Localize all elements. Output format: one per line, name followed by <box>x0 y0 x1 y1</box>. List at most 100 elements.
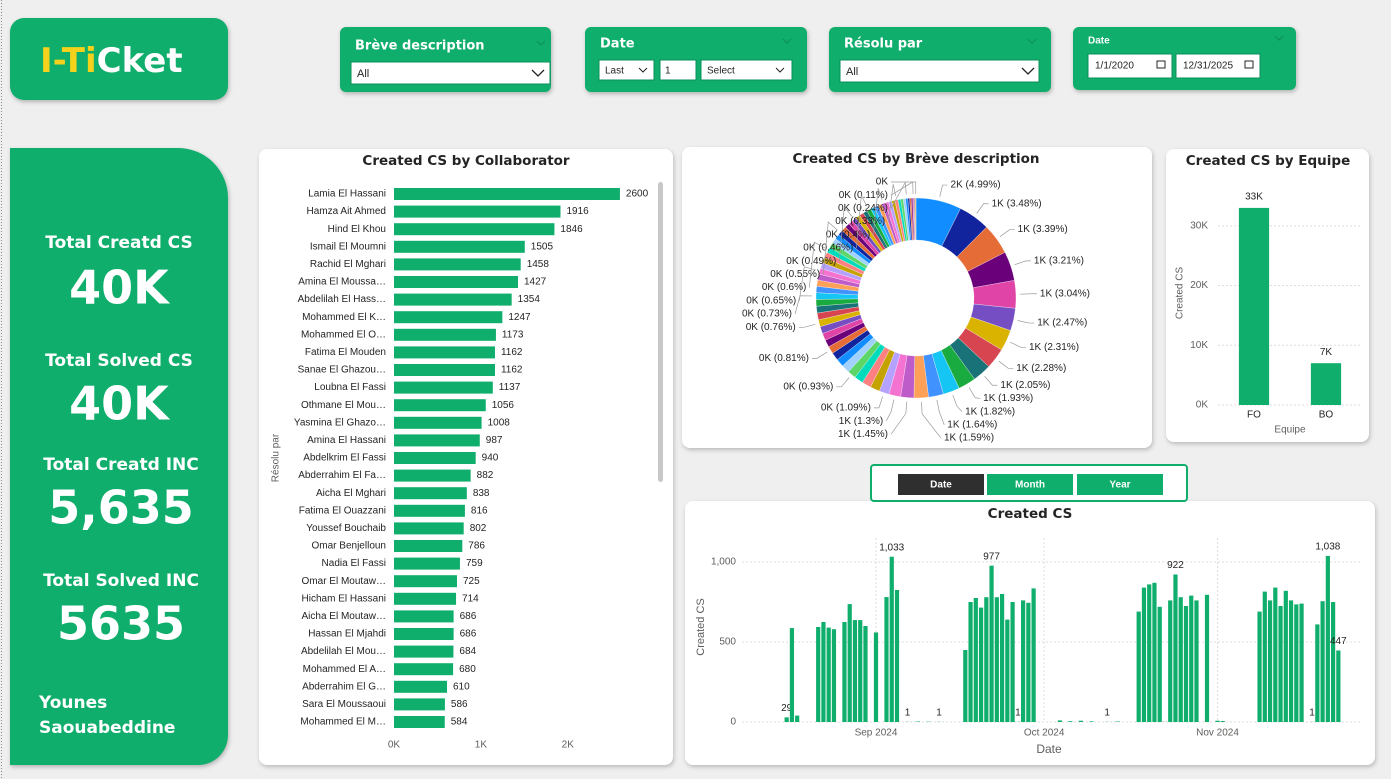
data-label: 2600 <box>626 189 649 200</box>
date-input[interactable] <box>1175 53 1261 79</box>
bar <box>1238 207 1270 405</box>
leader-line <box>885 399 895 422</box>
data-label: 714 <box>462 593 479 604</box>
author: Younes <box>38 693 107 713</box>
data-label: 1K (1.82%) <box>965 406 1015 417</box>
data-label: 1 <box>1104 707 1110 718</box>
bar <box>789 628 795 722</box>
bar <box>1273 587 1278 722</box>
toggle-button[interactable] <box>1077 474 1163 495</box>
y-tick-label: Amina El Moussa… <box>298 277 386 288</box>
data-label: 0K (0.46%) <box>803 243 853 254</box>
bar <box>1315 624 1320 722</box>
data-label: 1K (2.31%) <box>1029 342 1079 353</box>
leader-line <box>890 401 908 435</box>
bar <box>1310 363 1342 405</box>
data-label: 1K (1.59%) <box>944 433 994 444</box>
data-label: 1354 <box>518 294 541 305</box>
y-tick-label: Aicha El Mghari <box>316 488 386 499</box>
bar <box>1262 591 1267 722</box>
data-label: 0K <box>876 177 889 188</box>
data-label: 0K (0.73%) <box>742 309 792 320</box>
bar <box>1278 606 1283 722</box>
kpi-value: 40K <box>69 261 171 315</box>
data-label: 1056 <box>492 400 515 411</box>
bar <box>1178 597 1183 722</box>
toggle-button[interactable] <box>898 474 984 495</box>
y-tick-label: Sanae El Ghazou… <box>298 365 386 376</box>
y-tick-label: Abdelilah El Mou… <box>301 646 386 657</box>
leader-line <box>998 360 1014 369</box>
input[interactable] <box>659 59 697 81</box>
leader-line <box>808 241 825 288</box>
data-label: 882 <box>477 470 494 481</box>
data-label: 759 <box>466 558 483 569</box>
bar <box>984 597 989 722</box>
bar <box>394 311 503 324</box>
y-tick-label: 0 <box>730 717 736 728</box>
y-tick-label: Hassan El Mjahdi <box>308 629 386 640</box>
bar <box>821 622 826 722</box>
y-tick-label: Loubna El Fassi <box>314 382 386 393</box>
y-tick-label: Abderrahim El Fa… <box>298 470 386 481</box>
data-label: 0K (0.11%) <box>839 190 888 201</box>
leader-line <box>999 229 1015 237</box>
bar <box>1141 587 1147 722</box>
y-tick-label: Lamia El Hassani <box>308 189 386 200</box>
bar <box>394 328 496 341</box>
data-label: 584 <box>451 717 468 728</box>
dropdown[interactable] <box>839 59 1040 83</box>
bar <box>1152 582 1157 722</box>
bar <box>826 627 831 722</box>
bar <box>1021 600 1026 722</box>
y-axis-label: Created CS <box>1175 267 1186 320</box>
y-tick-label: Fatima El Ouazzani <box>299 505 386 516</box>
chart-card <box>682 147 1152 448</box>
data-label: 838 <box>473 488 490 499</box>
data-label: 1K (1.3%) <box>839 416 883 427</box>
chevron <box>536 40 546 46</box>
dropdown[interactable] <box>598 59 655 81</box>
dropdown[interactable] <box>350 61 551 85</box>
bar <box>1157 606 1162 722</box>
chevron <box>1274 35 1284 41</box>
dropdown[interactable] <box>700 59 793 81</box>
chart-title: Created CS by Brève description <box>792 151 1039 167</box>
leader-line <box>939 184 948 197</box>
bar <box>1299 603 1304 722</box>
date-input[interactable] <box>1087 53 1173 79</box>
x-axis-label: Equipe <box>1274 425 1306 436</box>
toggle-button[interactable] <box>987 474 1073 495</box>
data-label: 1K (1.45%) <box>838 429 888 440</box>
chevron <box>638 67 648 73</box>
data-label: 1K (2.05%) <box>1000 380 1050 391</box>
data-label: 1K (1.64%) <box>947 419 997 430</box>
scrollbar <box>658 182 663 482</box>
data-label: 1008 <box>488 417 511 428</box>
bar <box>816 626 821 722</box>
y-tick-label: Mohammed El M… <box>300 717 386 728</box>
chevron <box>531 69 545 77</box>
bar <box>852 620 858 722</box>
bar <box>1005 619 1010 722</box>
bar <box>394 540 463 552</box>
data-label: 447 <box>1330 636 1347 647</box>
author: Saouabeddine <box>39 718 175 738</box>
data-label: 1247 <box>508 312 531 323</box>
bar <box>784 717 789 722</box>
data-label: 1K (2.47%) <box>1037 318 1087 329</box>
data-label: 33K <box>1245 192 1263 203</box>
bar <box>1220 721 1225 722</box>
bar <box>394 663 454 676</box>
bar <box>394 504 465 517</box>
toggle-label: Year <box>1109 480 1130 491</box>
y-tick-label: Aicha El Moutaw… <box>302 611 386 622</box>
y-tick-label: Ismail El Moumni <box>310 241 386 252</box>
bar <box>1325 555 1330 722</box>
data-label: 1,038 <box>1315 542 1340 553</box>
bar <box>994 597 999 722</box>
leader-line <box>836 377 850 388</box>
bar <box>1089 721 1094 722</box>
bar <box>968 602 973 722</box>
leader-line <box>811 351 828 359</box>
